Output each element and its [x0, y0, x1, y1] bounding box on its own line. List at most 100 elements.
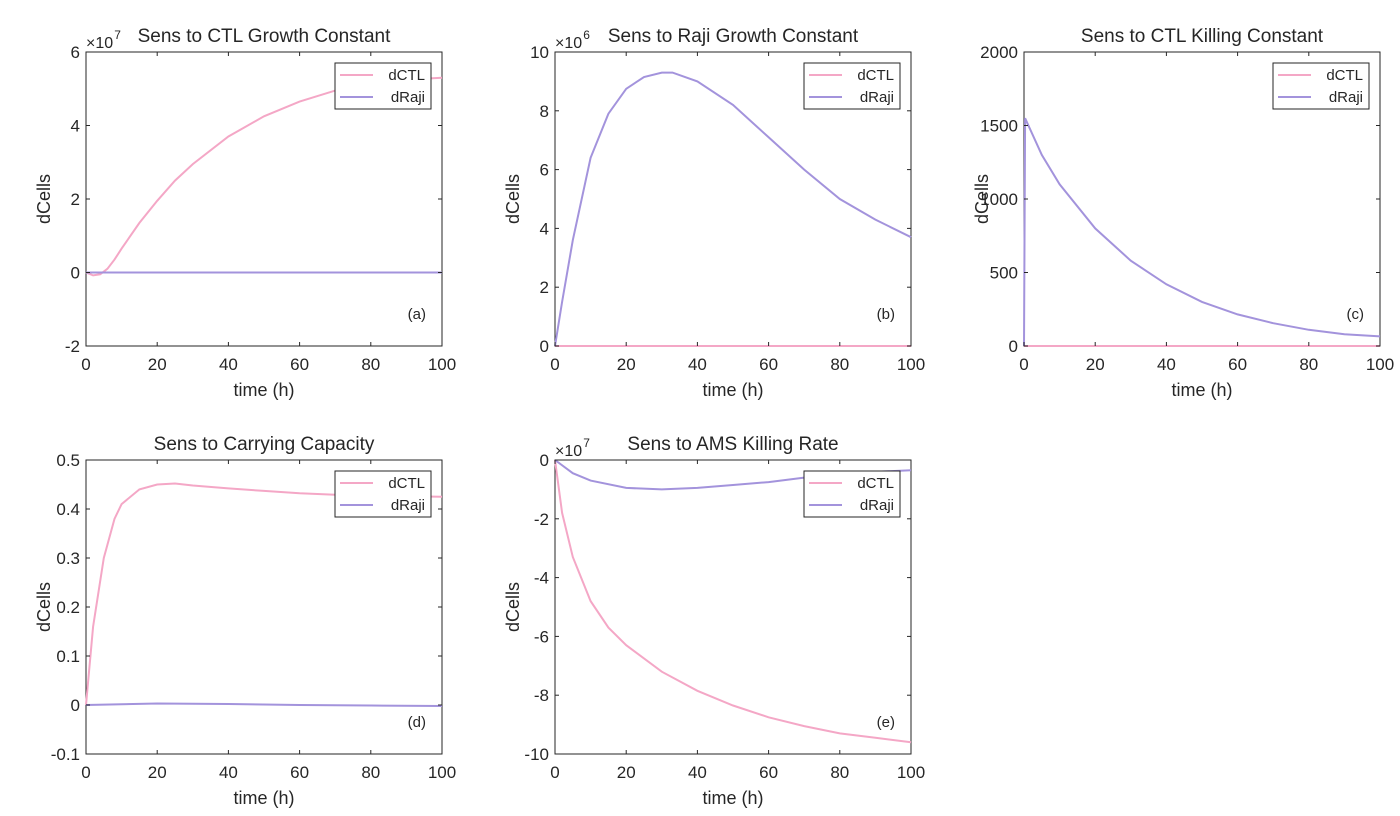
y-tick-label: 0	[71, 696, 80, 715]
x-tick-label: 100	[1366, 355, 1394, 374]
legend-box	[803, 470, 901, 518]
x-tick-label: 0	[81, 355, 90, 374]
panel-label: (e)	[877, 714, 895, 731]
x-axis-label: time (h)	[233, 788, 294, 808]
legend: dCTL dRaji	[803, 470, 901, 518]
x-axis-label: time (h)	[1171, 380, 1232, 400]
legend-label-draji: dRaji	[860, 497, 894, 514]
y-tick-label: 6	[71, 43, 80, 62]
x-tick-label: 20	[1086, 355, 1105, 374]
x-axis-label: time (h)	[702, 788, 763, 808]
axis-exponent-power: 6	[583, 28, 590, 42]
y-tick-label: 6	[540, 161, 549, 180]
legend-box	[1272, 62, 1370, 110]
x-tick-label: 40	[1157, 355, 1176, 374]
chart-title: Sens to CTL Growth Constant	[138, 26, 391, 47]
panel-label: (b)	[877, 306, 895, 323]
x-tick-label: 100	[897, 763, 925, 782]
subplot-e: 0 20 40 60 80 100 -10 -8 -6 -4 -2 0 ×10 7 Sens to AMS …	[503, 434, 925, 808]
x-tick-label: 80	[1299, 355, 1318, 374]
legend-label-draji: dRaji	[391, 497, 425, 514]
x-tick-label: 80	[361, 355, 380, 374]
x-tick-label: 60	[290, 355, 309, 374]
x-tick-label: 60	[290, 763, 309, 782]
chart-title: Sens to Raji Growth Constant	[608, 26, 859, 47]
x-tick-label: 20	[148, 763, 167, 782]
y-axis-label: dCells	[34, 582, 54, 632]
y-tick-label: 0.1	[56, 647, 80, 666]
series-line-draji	[554, 71, 912, 347]
y-axis-label: dCells	[972, 174, 992, 224]
legend-box	[334, 62, 432, 110]
x-tick-label: 20	[617, 355, 636, 374]
x-tick-label: 60	[1228, 355, 1247, 374]
x-tick-label: 100	[428, 763, 456, 782]
legend-label-dctl: dCTL	[1326, 67, 1363, 84]
x-tick-label: 40	[688, 763, 707, 782]
series-line-draji	[1023, 117, 1381, 347]
x-tick-label: 100	[428, 355, 456, 374]
y-tick-label: -2	[65, 337, 80, 356]
legend-label-dctl: dCTL	[388, 475, 425, 492]
axis-exponent-power: 7	[114, 28, 121, 42]
y-tick-label: 8	[540, 102, 549, 121]
legend-label-draji: dRaji	[391, 89, 425, 106]
axis-exponent-label: ×10	[86, 35, 113, 52]
legend: dCTL dRaji	[803, 62, 901, 110]
panel-label: (c)	[1347, 306, 1365, 323]
x-tick-label: 40	[688, 355, 707, 374]
x-tick-label: 80	[361, 763, 380, 782]
y-tick-label: 0.4	[56, 500, 80, 519]
x-tick-label: 40	[219, 355, 238, 374]
series-line-dctl	[554, 459, 912, 744]
chart-title: Sens to AMS Killing Rate	[627, 434, 838, 455]
y-tick-label: 4	[71, 117, 80, 136]
y-tick-label: 0.5	[56, 451, 80, 470]
y-tick-label: 10	[530, 43, 549, 62]
y-tick-label: -0.1	[51, 745, 80, 764]
series-group	[554, 71, 912, 347]
y-axis-label: dCells	[34, 174, 54, 224]
x-tick-label: 60	[759, 763, 778, 782]
series-group	[1023, 117, 1381, 347]
x-tick-label: 80	[830, 355, 849, 374]
x-tick-label: 0	[1019, 355, 1028, 374]
legend-label-dctl: dCTL	[388, 67, 425, 84]
x-tick-label: 20	[617, 763, 636, 782]
legend-label-dctl: dCTL	[857, 475, 894, 492]
x-tick-label: 40	[219, 763, 238, 782]
panel-label: (a)	[408, 306, 426, 323]
y-tick-label: 2000	[980, 43, 1018, 62]
y-tick-label: 0.3	[56, 549, 80, 568]
x-axis-label: time (h)	[702, 380, 763, 400]
y-tick-label: 0.2	[56, 598, 80, 617]
y-tick-label: -8	[534, 686, 549, 705]
x-tick-label: 20	[148, 355, 167, 374]
legend-label-draji: dRaji	[860, 89, 894, 106]
y-tick-label: -10	[524, 745, 549, 764]
y-tick-label: 1000	[980, 190, 1018, 209]
x-tick-label: 0	[550, 355, 559, 374]
legend-box	[334, 470, 432, 518]
y-tick-label: 2	[71, 190, 80, 209]
legend-label-dctl: dCTL	[857, 67, 894, 84]
y-tick-label: 500	[990, 264, 1018, 283]
y-tick-label: 0	[540, 337, 549, 356]
y-tick-label: -2	[534, 510, 549, 529]
panel-label: (d)	[408, 714, 426, 731]
x-tick-label: 0	[81, 763, 90, 782]
y-axis-label: dCells	[503, 582, 523, 632]
y-tick-label: 0	[1009, 337, 1018, 356]
y-tick-label: 0	[540, 451, 549, 470]
axis-exponent-label: ×10	[555, 35, 582, 52]
axis-exponent-label: ×10	[555, 443, 582, 460]
x-axis-label: time (h)	[233, 380, 294, 400]
legend-box	[803, 62, 901, 110]
y-tick-label: 0	[71, 264, 80, 283]
y-tick-label: 4	[540, 219, 549, 238]
y-tick-label: -4	[534, 569, 549, 588]
